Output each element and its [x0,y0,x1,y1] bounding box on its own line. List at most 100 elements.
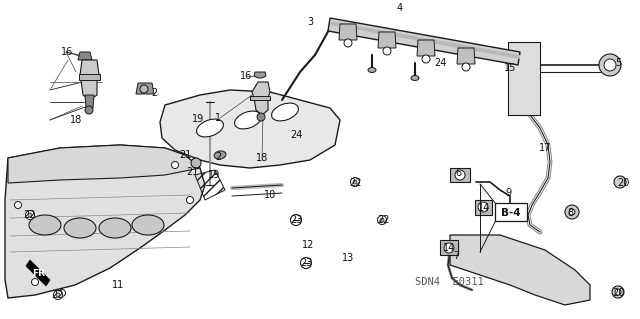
Circle shape [383,47,391,55]
Polygon shape [339,24,357,40]
Circle shape [28,213,32,217]
Text: 2: 2 [151,88,157,98]
Circle shape [291,214,301,226]
Text: 13: 13 [342,253,354,263]
Text: 4: 4 [397,3,403,13]
Text: 18: 18 [256,153,268,163]
Text: 23: 23 [300,258,312,268]
Circle shape [351,177,360,187]
Polygon shape [330,21,520,59]
Text: 22: 22 [52,290,64,300]
Circle shape [612,286,624,298]
Text: 9: 9 [505,188,511,198]
Text: 7: 7 [453,251,459,261]
Text: 1: 1 [215,113,221,123]
Circle shape [191,158,201,168]
Polygon shape [5,145,205,298]
Polygon shape [508,42,540,115]
Text: 14: 14 [478,203,490,213]
Circle shape [422,55,430,63]
Circle shape [455,170,465,180]
Circle shape [186,197,193,204]
Polygon shape [136,83,154,94]
Circle shape [140,85,148,93]
Text: 24: 24 [290,130,302,140]
Text: 12: 12 [302,240,314,250]
Ellipse shape [132,215,164,235]
Polygon shape [80,60,99,100]
Ellipse shape [271,103,298,121]
Text: 5: 5 [615,58,621,68]
Polygon shape [250,96,270,100]
Ellipse shape [368,68,376,72]
Circle shape [444,243,454,253]
Text: 11: 11 [112,280,124,290]
Polygon shape [160,90,340,168]
Polygon shape [475,200,492,215]
Circle shape [301,257,312,269]
Text: 21: 21 [186,167,198,177]
Text: 8: 8 [567,208,573,218]
Polygon shape [440,240,458,255]
Text: 20: 20 [612,288,624,298]
Polygon shape [8,145,200,183]
Polygon shape [79,74,100,80]
Circle shape [565,205,579,219]
Polygon shape [85,95,94,108]
Text: FR.: FR. [32,269,48,278]
Ellipse shape [29,215,61,235]
Circle shape [462,63,470,71]
Circle shape [172,161,179,168]
Text: 19: 19 [208,170,220,180]
Polygon shape [457,48,475,64]
Text: 14: 14 [443,243,455,253]
Circle shape [26,211,35,219]
Text: 18: 18 [70,115,82,125]
Ellipse shape [99,218,131,238]
Text: 23: 23 [290,215,302,225]
Text: 20: 20 [617,178,629,188]
Ellipse shape [235,111,261,129]
FancyBboxPatch shape [495,203,527,221]
Polygon shape [78,52,92,60]
Circle shape [58,290,65,296]
Text: 17: 17 [539,143,551,153]
Ellipse shape [196,119,223,137]
Circle shape [604,59,616,71]
Circle shape [614,176,626,188]
Text: 22: 22 [349,178,361,188]
Ellipse shape [214,151,226,159]
Circle shape [31,278,38,286]
Text: 6: 6 [455,168,461,178]
Polygon shape [26,260,50,286]
Circle shape [15,202,22,209]
Polygon shape [252,82,270,115]
Ellipse shape [411,76,419,80]
Polygon shape [417,40,435,56]
Circle shape [599,54,621,76]
Text: 21: 21 [179,150,191,160]
Circle shape [569,209,575,215]
Text: 22: 22 [377,215,389,225]
Text: 22: 22 [24,210,36,220]
Text: 15: 15 [504,63,516,73]
Circle shape [344,39,352,47]
Circle shape [353,180,357,184]
Circle shape [85,106,93,114]
Text: 19: 19 [192,114,204,124]
Circle shape [56,293,60,297]
Circle shape [615,289,621,295]
Polygon shape [450,235,590,305]
Circle shape [54,291,63,300]
Polygon shape [254,72,266,78]
Text: B-4: B-4 [501,208,521,218]
Text: 16: 16 [240,71,252,81]
Polygon shape [328,18,520,65]
Text: 2: 2 [215,152,221,162]
Polygon shape [450,168,470,182]
Text: 24: 24 [434,58,446,68]
Circle shape [380,218,384,222]
Ellipse shape [64,218,96,238]
Text: 3: 3 [307,17,313,27]
Circle shape [478,202,488,212]
